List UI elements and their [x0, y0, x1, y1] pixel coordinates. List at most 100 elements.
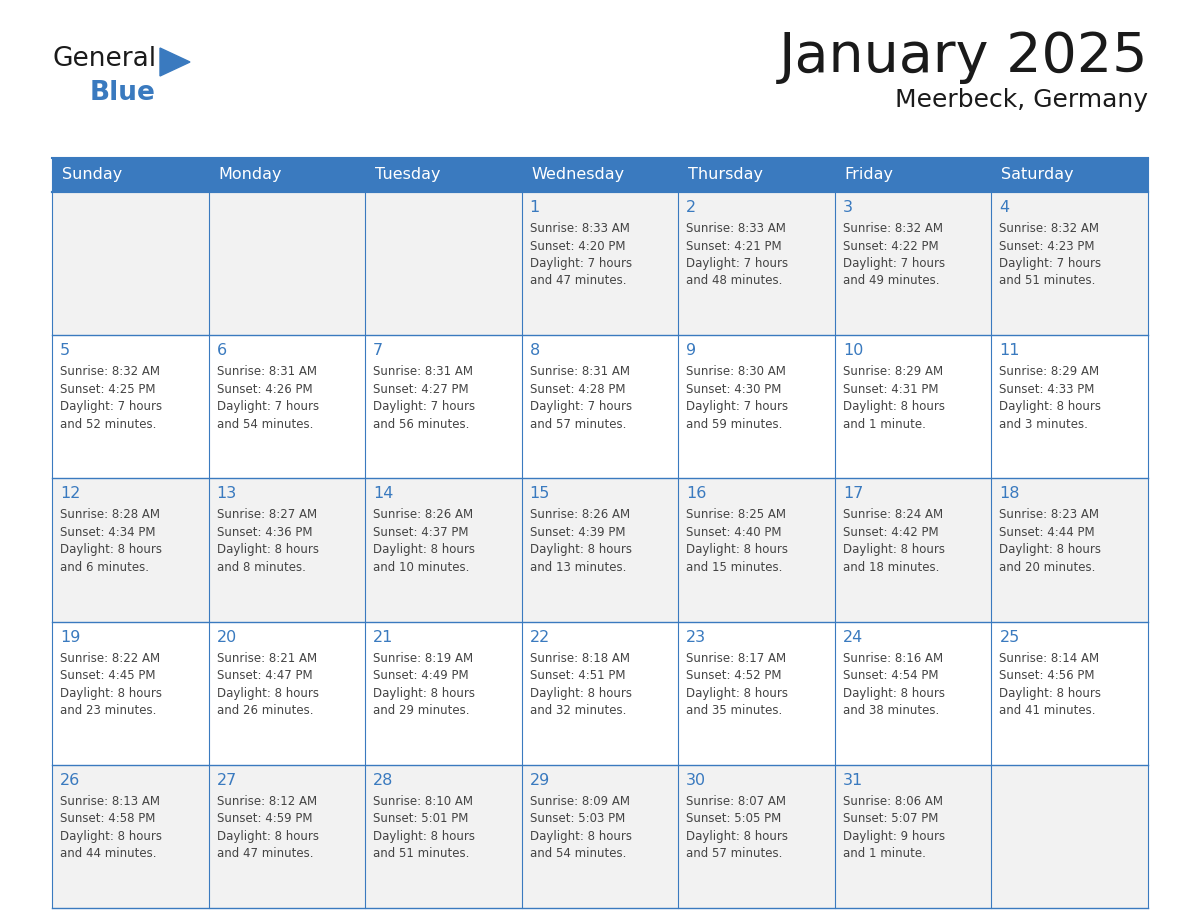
Text: 11: 11	[999, 343, 1020, 358]
Bar	[992, 335, 1148, 478]
Text: Sunrise: 8:31 AM
Sunset: 4:27 PM
Daylight: 7 hours
and 56 minutes.: Sunrise: 8:31 AM Sunset: 4:27 PM Dayligh…	[373, 365, 475, 431]
Text: 16: 16	[687, 487, 707, 501]
Text: Sunrise: 8:18 AM
Sunset: 4:51 PM
Daylight: 8 hours
and 32 minutes.: Sunrise: 8:18 AM Sunset: 4:51 PM Dayligh…	[530, 652, 632, 717]
Bar	[678, 192, 835, 335]
Bar	[209, 478, 365, 621]
Bar	[678, 765, 835, 908]
Text: January 2025: January 2025	[778, 30, 1148, 84]
Text: Monday: Monday	[219, 167, 282, 183]
Text: Sunrise: 8:14 AM
Sunset: 4:56 PM
Daylight: 8 hours
and 41 minutes.: Sunrise: 8:14 AM Sunset: 4:56 PM Dayligh…	[999, 652, 1101, 717]
Text: Sunrise: 8:33 AM
Sunset: 4:20 PM
Daylight: 7 hours
and 47 minutes.: Sunrise: 8:33 AM Sunset: 4:20 PM Dayligh…	[530, 222, 632, 287]
Polygon shape	[160, 48, 190, 76]
Text: Tuesday: Tuesday	[375, 167, 441, 183]
Bar	[209, 621, 365, 765]
Bar	[678, 478, 835, 621]
Bar	[522, 478, 678, 621]
Text: 26: 26	[61, 773, 81, 788]
Bar	[209, 335, 365, 478]
Bar	[835, 158, 992, 192]
Bar	[522, 335, 678, 478]
Text: 29: 29	[530, 773, 550, 788]
Text: Sunrise: 8:25 AM
Sunset: 4:40 PM
Daylight: 8 hours
and 15 minutes.: Sunrise: 8:25 AM Sunset: 4:40 PM Dayligh…	[687, 509, 789, 574]
Bar	[52, 192, 209, 335]
Text: Sunrise: 8:30 AM
Sunset: 4:30 PM
Daylight: 7 hours
and 59 minutes.: Sunrise: 8:30 AM Sunset: 4:30 PM Dayligh…	[687, 365, 789, 431]
Text: 21: 21	[373, 630, 393, 644]
Bar	[365, 621, 522, 765]
Text: Sunrise: 8:32 AM
Sunset: 4:23 PM
Daylight: 7 hours
and 51 minutes.: Sunrise: 8:32 AM Sunset: 4:23 PM Dayligh…	[999, 222, 1101, 287]
Text: 18: 18	[999, 487, 1020, 501]
Text: Sunrise: 8:33 AM
Sunset: 4:21 PM
Daylight: 7 hours
and 48 minutes.: Sunrise: 8:33 AM Sunset: 4:21 PM Dayligh…	[687, 222, 789, 287]
Bar	[835, 621, 992, 765]
Text: 17: 17	[842, 487, 864, 501]
Text: 20: 20	[216, 630, 236, 644]
Bar	[678, 158, 835, 192]
Bar	[209, 158, 365, 192]
Bar	[52, 335, 209, 478]
Text: Sunrise: 8:21 AM
Sunset: 4:47 PM
Daylight: 8 hours
and 26 minutes.: Sunrise: 8:21 AM Sunset: 4:47 PM Dayligh…	[216, 652, 318, 717]
Text: Sunrise: 8:32 AM
Sunset: 4:25 PM
Daylight: 7 hours
and 52 minutes.: Sunrise: 8:32 AM Sunset: 4:25 PM Dayligh…	[61, 365, 162, 431]
Text: 5: 5	[61, 343, 70, 358]
Bar	[992, 478, 1148, 621]
Text: 13: 13	[216, 487, 236, 501]
Text: 19: 19	[61, 630, 81, 644]
Text: Sunrise: 8:29 AM
Sunset: 4:33 PM
Daylight: 8 hours
and 3 minutes.: Sunrise: 8:29 AM Sunset: 4:33 PM Dayligh…	[999, 365, 1101, 431]
Text: 1: 1	[530, 200, 541, 215]
Bar	[52, 478, 209, 621]
Text: 3: 3	[842, 200, 853, 215]
Text: 28: 28	[373, 773, 393, 788]
Text: 4: 4	[999, 200, 1010, 215]
Text: Sunrise: 8:17 AM
Sunset: 4:52 PM
Daylight: 8 hours
and 35 minutes.: Sunrise: 8:17 AM Sunset: 4:52 PM Dayligh…	[687, 652, 789, 717]
Bar	[365, 192, 522, 335]
Bar	[678, 621, 835, 765]
Text: 30: 30	[687, 773, 707, 788]
Bar	[522, 621, 678, 765]
Text: 14: 14	[373, 487, 393, 501]
Bar	[678, 335, 835, 478]
Text: Sunrise: 8:06 AM
Sunset: 5:07 PM
Daylight: 9 hours
and 1 minute.: Sunrise: 8:06 AM Sunset: 5:07 PM Dayligh…	[842, 795, 944, 860]
Text: 2: 2	[687, 200, 696, 215]
Text: Sunrise: 8:24 AM
Sunset: 4:42 PM
Daylight: 8 hours
and 18 minutes.: Sunrise: 8:24 AM Sunset: 4:42 PM Dayligh…	[842, 509, 944, 574]
Bar	[835, 765, 992, 908]
Text: Sunrise: 8:32 AM
Sunset: 4:22 PM
Daylight: 7 hours
and 49 minutes.: Sunrise: 8:32 AM Sunset: 4:22 PM Dayligh…	[842, 222, 944, 287]
Bar	[52, 621, 209, 765]
Text: Sunrise: 8:16 AM
Sunset: 4:54 PM
Daylight: 8 hours
and 38 minutes.: Sunrise: 8:16 AM Sunset: 4:54 PM Dayligh…	[842, 652, 944, 717]
Text: Thursday: Thursday	[688, 167, 763, 183]
Text: 22: 22	[530, 630, 550, 644]
Bar	[835, 335, 992, 478]
Text: Saturday: Saturday	[1001, 167, 1074, 183]
Bar	[992, 621, 1148, 765]
Bar	[365, 478, 522, 621]
Text: Sunrise: 8:27 AM
Sunset: 4:36 PM
Daylight: 8 hours
and 8 minutes.: Sunrise: 8:27 AM Sunset: 4:36 PM Dayligh…	[216, 509, 318, 574]
Text: Sunrise: 8:10 AM
Sunset: 5:01 PM
Daylight: 8 hours
and 51 minutes.: Sunrise: 8:10 AM Sunset: 5:01 PM Dayligh…	[373, 795, 475, 860]
Bar	[835, 192, 992, 335]
Text: Sunrise: 8:22 AM
Sunset: 4:45 PM
Daylight: 8 hours
and 23 minutes.: Sunrise: 8:22 AM Sunset: 4:45 PM Dayligh…	[61, 652, 162, 717]
Bar	[992, 765, 1148, 908]
Bar	[992, 192, 1148, 335]
Bar	[52, 765, 209, 908]
Text: Sunrise: 8:23 AM
Sunset: 4:44 PM
Daylight: 8 hours
and 20 minutes.: Sunrise: 8:23 AM Sunset: 4:44 PM Dayligh…	[999, 509, 1101, 574]
Bar	[52, 158, 209, 192]
Bar	[992, 158, 1148, 192]
Text: Wednesday: Wednesday	[532, 167, 625, 183]
Text: Sunrise: 8:09 AM
Sunset: 5:03 PM
Daylight: 8 hours
and 54 minutes.: Sunrise: 8:09 AM Sunset: 5:03 PM Dayligh…	[530, 795, 632, 860]
Text: Sunrise: 8:31 AM
Sunset: 4:28 PM
Daylight: 7 hours
and 57 minutes.: Sunrise: 8:31 AM Sunset: 4:28 PM Dayligh…	[530, 365, 632, 431]
Text: 9: 9	[687, 343, 696, 358]
Bar	[209, 192, 365, 335]
Text: Sunrise: 8:12 AM
Sunset: 4:59 PM
Daylight: 8 hours
and 47 minutes.: Sunrise: 8:12 AM Sunset: 4:59 PM Dayligh…	[216, 795, 318, 860]
Bar	[365, 158, 522, 192]
Text: 7: 7	[373, 343, 384, 358]
Text: 24: 24	[842, 630, 864, 644]
Bar	[522, 765, 678, 908]
Text: 8: 8	[530, 343, 541, 358]
Text: 25: 25	[999, 630, 1019, 644]
Bar	[522, 192, 678, 335]
Text: Sunrise: 8:19 AM
Sunset: 4:49 PM
Daylight: 8 hours
and 29 minutes.: Sunrise: 8:19 AM Sunset: 4:49 PM Dayligh…	[373, 652, 475, 717]
Text: Meerbeck, Germany: Meerbeck, Germany	[895, 88, 1148, 112]
Text: 10: 10	[842, 343, 864, 358]
Text: 15: 15	[530, 487, 550, 501]
Text: Friday: Friday	[845, 167, 893, 183]
Bar	[522, 158, 678, 192]
Text: Sunrise: 8:28 AM
Sunset: 4:34 PM
Daylight: 8 hours
and 6 minutes.: Sunrise: 8:28 AM Sunset: 4:34 PM Dayligh…	[61, 509, 162, 574]
Bar	[835, 478, 992, 621]
Bar	[209, 765, 365, 908]
